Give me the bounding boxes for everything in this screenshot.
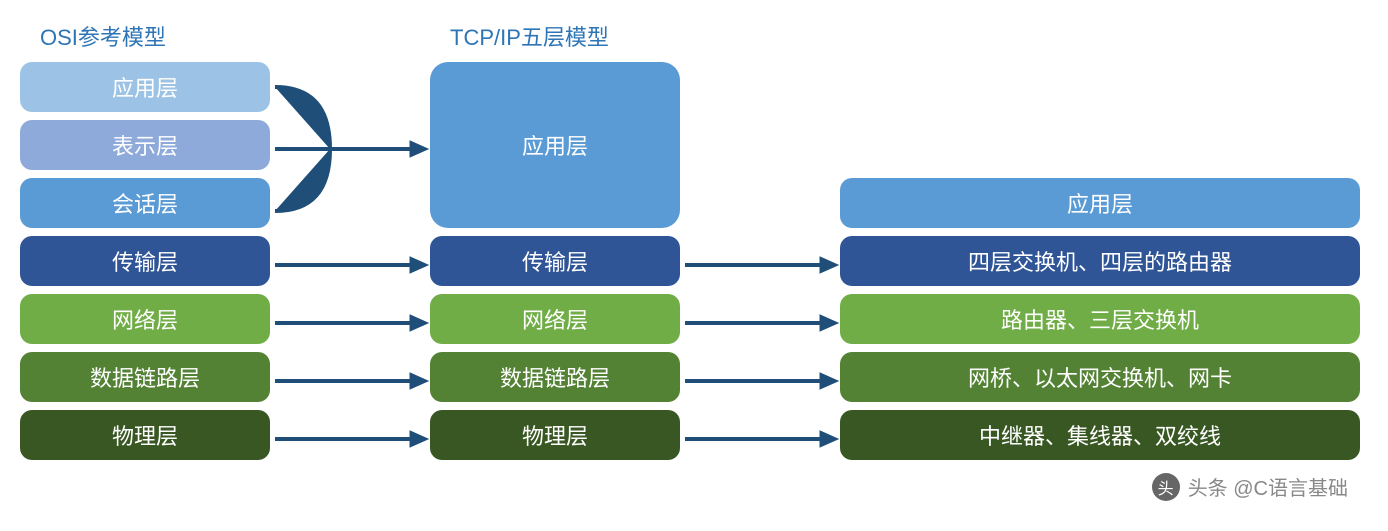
- tcpip-layer-transport: 传输层: [430, 236, 680, 286]
- osi-layer-network: 网络层: [20, 294, 270, 344]
- diagram-container: OSI参考模型 应用层 表示层 会话层 传输层 网络层 数据链路层 物理层: [20, 20, 1368, 468]
- devices-layer-physical: 中继器、集线器、双绞线: [840, 410, 1360, 460]
- arrow-icon: [680, 371, 840, 391]
- watermark-icon: 头: [1152, 473, 1180, 501]
- osi-layer-transport: 传输层: [20, 236, 270, 286]
- devices-header: [840, 20, 1360, 50]
- devices-layer-transport: 四层交换机、四层的路由器: [840, 236, 1360, 286]
- devices-column: 应用层 四层交换机、四层的路由器 路由器、三层交换机 网桥、以太网交换机、网卡 …: [840, 20, 1360, 468]
- osi-layer-application: 应用层: [20, 62, 270, 112]
- arrow-icon: [270, 429, 430, 449]
- osi-layer-datalink: 数据链路层: [20, 352, 270, 402]
- osi-column: OSI参考模型 应用层 表示层 会话层 传输层 网络层 数据链路层 物理层: [20, 20, 270, 468]
- tcpip-column: TCP/IP五层模型 应用层 传输层 网络层 数据链路层 物理层: [430, 20, 680, 468]
- osi-layer-physical: 物理层: [20, 410, 270, 460]
- watermark: 头 头条 @C语言基础: [1152, 472, 1348, 501]
- arrow-icon: [270, 371, 430, 391]
- tcpip-layer-datalink: 数据链路层: [430, 352, 680, 402]
- arrow-icon: [270, 255, 430, 275]
- devices-layer-application: 应用层: [840, 178, 1360, 228]
- watermark-text: 头条 @C语言基础: [1188, 472, 1348, 501]
- tcpip-layer-network: 网络层: [430, 294, 680, 344]
- tcpip-header: TCP/IP五层模型: [430, 20, 680, 50]
- arrows-osi-to-tcpip: [270, 20, 430, 468]
- arrows-tcpip-to-devices: [680, 20, 840, 468]
- tcpip-layer-physical: 物理层: [430, 410, 680, 460]
- osi-layer-session: 会话层: [20, 178, 270, 228]
- arrow-icon: [270, 313, 430, 333]
- arrow-icon: [680, 255, 840, 275]
- merge-arrow-icon: [270, 62, 430, 236]
- osi-layer-presentation: 表示层: [20, 120, 270, 170]
- devices-layer-datalink: 网桥、以太网交换机、网卡: [840, 352, 1360, 402]
- arrow-icon: [680, 429, 840, 449]
- arrow-icon: [680, 313, 840, 333]
- osi-header: OSI参考模型: [20, 20, 270, 50]
- tcpip-layer-application: 应用层: [430, 62, 680, 228]
- devices-layer-network: 路由器、三层交换机: [840, 294, 1360, 344]
